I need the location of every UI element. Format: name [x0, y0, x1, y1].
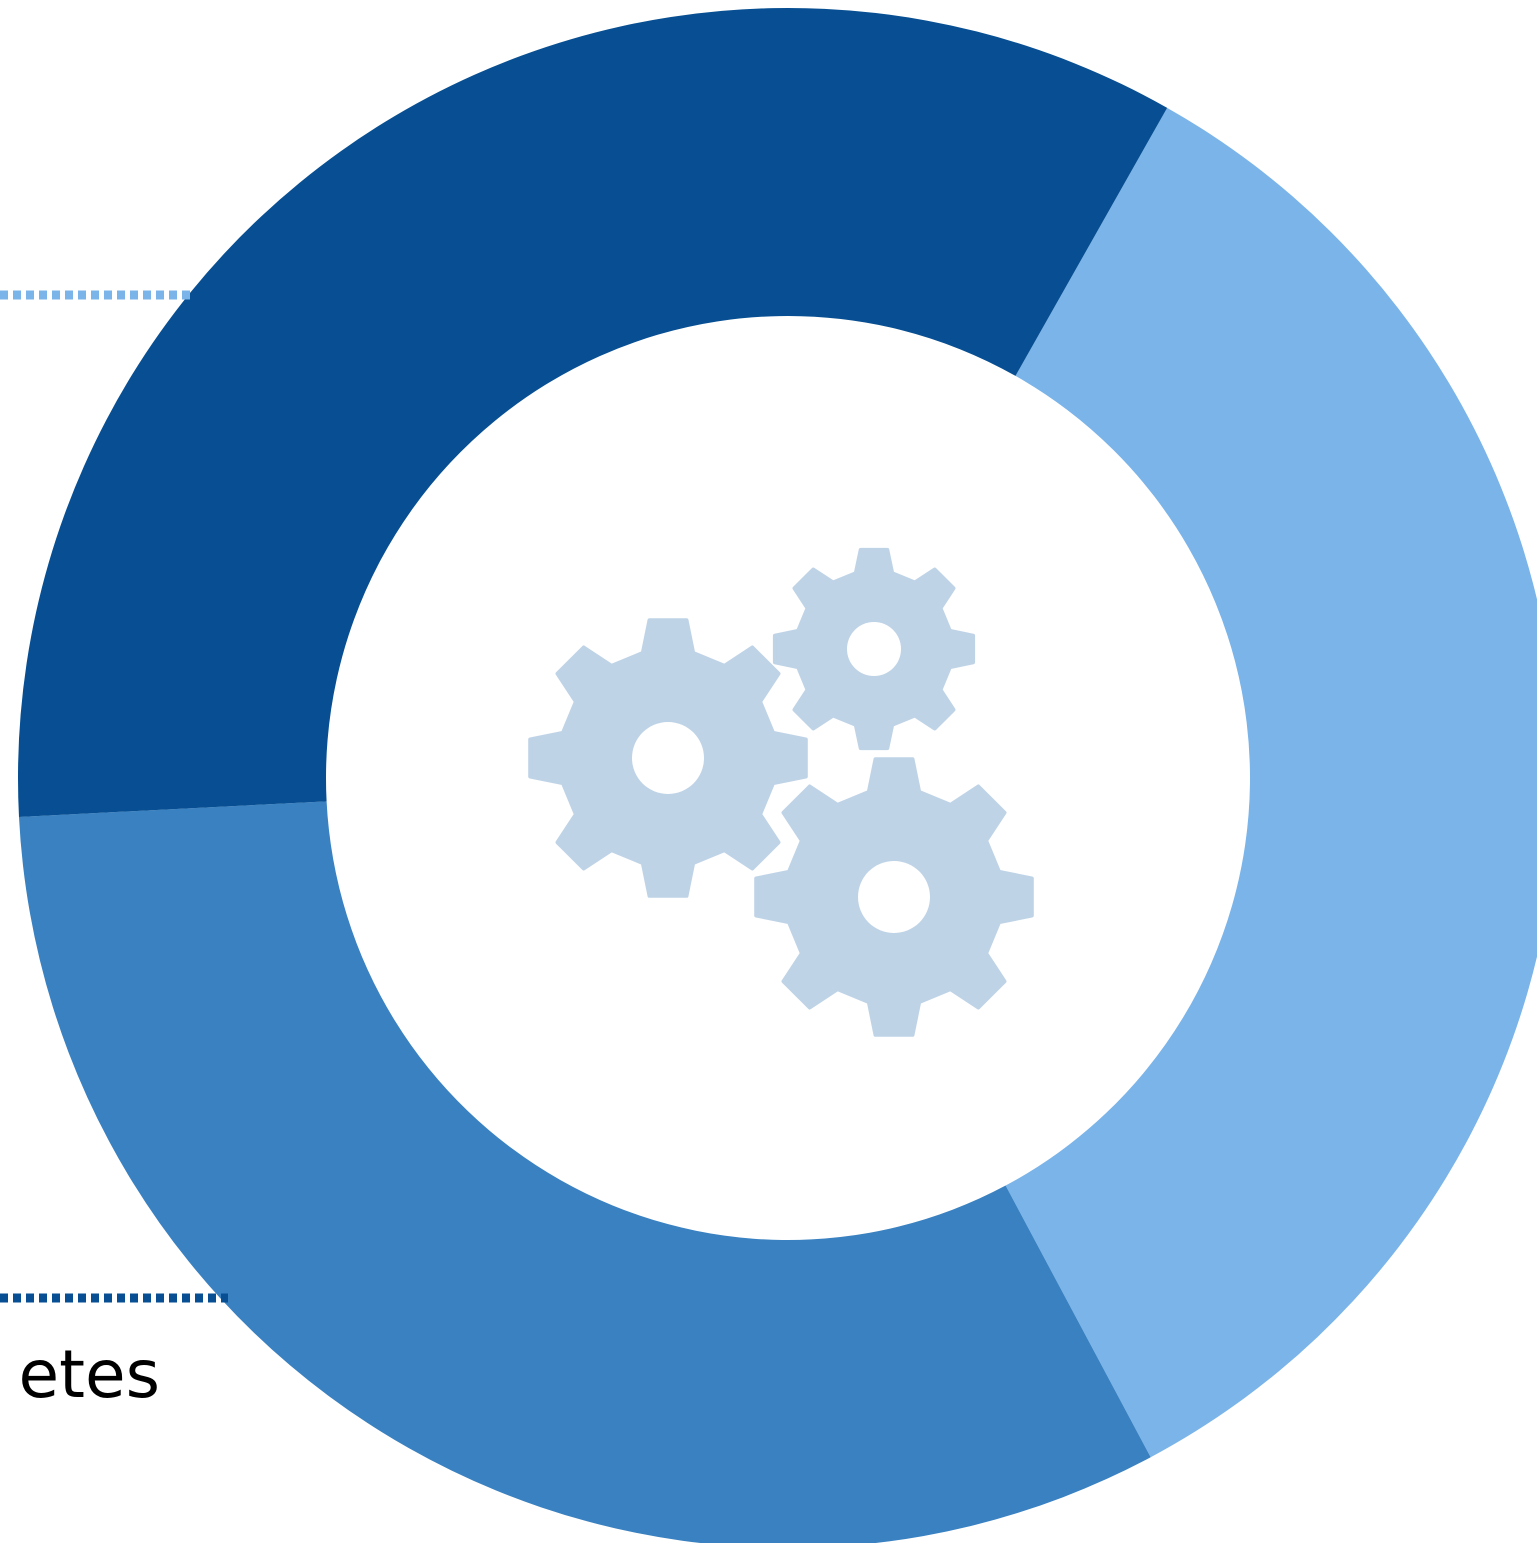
gear-small-top-hole [847, 622, 901, 676]
gears-icon [528, 547, 1034, 1037]
donut-slice-1 [1005, 107, 1537, 1458]
donut-slice-3 [17, 7, 1168, 817]
callout-label-bottom: etes [0, 1335, 160, 1415]
callout-label-bottom-text: etes [18, 1336, 160, 1413]
callout-lines [0, 290, 228, 1303]
gear-large-right-hole [858, 861, 930, 933]
donut-slice-2 [18, 801, 1151, 1543]
gear-large-left-hole [632, 722, 704, 794]
donut-slices [17, 7, 1537, 1543]
